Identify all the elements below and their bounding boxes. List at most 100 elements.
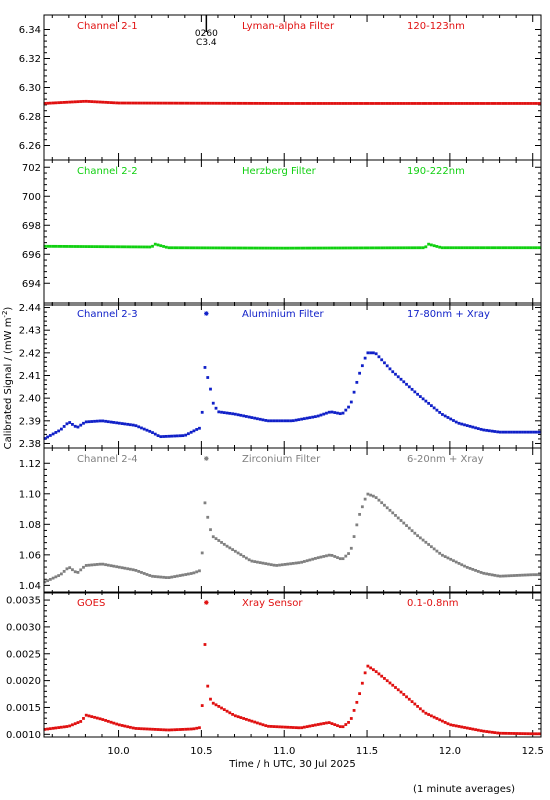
data-point [330,246,334,250]
x-tick-label: 12.5 [522,746,544,757]
data-point [344,246,348,250]
data-point [490,730,494,734]
data-point [291,102,295,105]
data-point [123,566,127,570]
data-point [300,417,304,421]
data-point [275,564,279,567]
data-point [73,722,77,726]
data-point [181,246,185,250]
data-point [269,419,273,423]
data-point [476,427,480,430]
data-point [60,427,63,431]
data-point [95,100,99,104]
data-point [347,405,350,409]
data-point [90,245,94,248]
data-point [51,726,55,730]
data-point [253,246,257,250]
y-tick-label: 696 [22,250,41,261]
data-point [438,718,442,722]
data-point [244,246,248,250]
data-point [167,576,171,579]
data-point [104,719,107,722]
data-point [162,245,165,248]
data-point [76,245,80,248]
data-point [87,420,91,424]
data-point [156,434,160,438]
data-point [228,101,232,105]
data-point [175,574,179,578]
data-point [98,419,102,423]
data-point [435,245,439,248]
data-point [300,560,304,564]
data-point [338,102,342,105]
data-point [396,375,400,379]
band-label: 17-80nm + Xray [407,309,490,320]
data-point [206,246,210,250]
data-point [46,727,49,731]
data-point [220,541,223,544]
data-point [120,566,124,570]
data-point [48,434,52,437]
data-point [137,727,141,730]
data-point [311,102,315,105]
data-point [98,717,102,721]
data-point [391,102,395,105]
data-point [129,423,132,427]
data-point [109,564,113,568]
data-point [289,419,292,423]
data-point [355,246,359,250]
data-point [297,418,301,422]
data-point [48,244,52,248]
data-point [187,246,190,250]
data-point [198,569,201,573]
data-point [460,725,464,729]
data-point [432,244,436,248]
data-point [336,724,339,728]
data-point [250,416,254,419]
data-point [305,559,309,563]
data-point [247,101,251,105]
data-point [203,101,207,105]
data-point [214,101,218,105]
data-point [402,102,406,105]
data-point [264,724,268,728]
data-point [510,430,513,434]
data-point [222,411,226,415]
data-point [454,246,458,250]
panel-frame [43,159,542,306]
data-point [325,721,328,725]
data-point [446,722,450,726]
data-point [117,723,121,727]
data-point [68,421,72,424]
data-point [184,433,188,437]
data-point [427,543,431,546]
y-tick-label: 700 [22,192,41,203]
y-tick-label: 1.04 [19,581,41,592]
data-point [294,561,298,565]
data-point [173,101,176,105]
data-point [510,102,513,105]
data-point [490,429,494,433]
data-point [319,722,323,726]
y-tick-label: 2.42 [19,348,41,359]
data-point [222,708,226,711]
channel-label: Channel 2-2 [77,166,138,177]
data-point [501,102,505,105]
data-point [333,246,337,250]
data-point [482,102,486,105]
data-point [247,415,251,419]
data-point [300,246,304,250]
data-point [537,430,541,434]
data-point [347,246,350,250]
data-point [126,567,130,571]
data-point [319,413,323,417]
data-point [366,102,370,105]
data-point [510,246,513,250]
data-point [394,372,397,376]
data-point [534,573,538,577]
data-point [214,406,218,410]
data-point [239,101,243,105]
data-point [82,421,85,425]
data-point [402,380,406,384]
data-point [151,431,154,434]
